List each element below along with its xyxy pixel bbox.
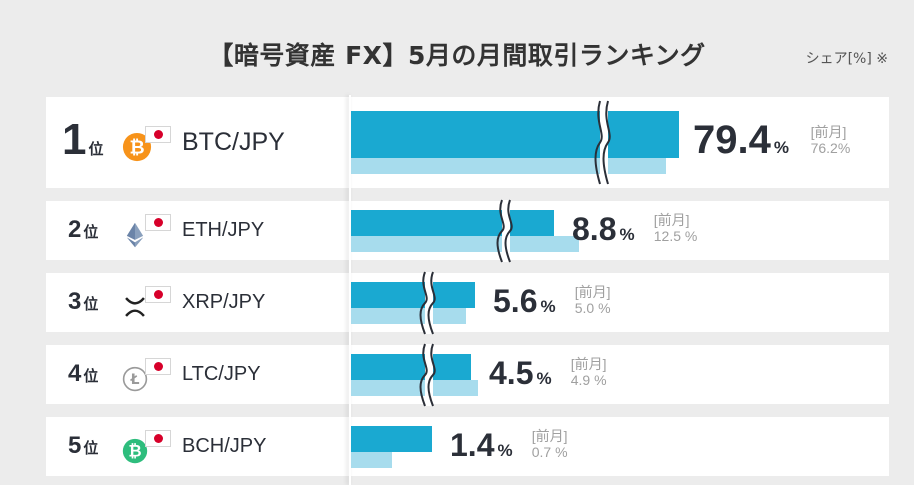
rank-number: 3 — [68, 287, 82, 315]
value-percent: % — [773, 137, 789, 157]
previous-month-label: [前月] 0.7 % — [532, 428, 568, 460]
value-label: 5.6% — [493, 283, 556, 320]
rank-suffix: 位 — [83, 438, 99, 457]
previous-month-heading: [前月] — [570, 355, 607, 372]
rank-number: 1 — [62, 115, 87, 165]
pair-name: BCH/JPY — [182, 434, 267, 457]
litecoin-icon: Ł — [122, 366, 148, 391]
value-number: 79.4 — [693, 117, 771, 162]
previous-month-heading: [前月] — [810, 123, 847, 140]
value-number: 5.6 — [493, 282, 538, 319]
bar-current-month — [351, 111, 679, 158]
unit-note: シェア[%] ※ — [805, 51, 888, 67]
pair-name: XRP/JPY — [182, 290, 266, 313]
coin-wrapper: Ł — [122, 366, 148, 396]
value-number: 8.8 — [572, 210, 617, 247]
rank-number: 2 — [68, 215, 82, 243]
bar-previous-month — [351, 452, 392, 468]
ethereum-icon — [126, 222, 144, 247]
coin-wrapper: ₿ — [122, 132, 152, 166]
bar-previous-month — [351, 158, 666, 174]
coin-wrapper — [122, 294, 148, 324]
rank-suffix: 位 — [83, 366, 99, 385]
japan-flag-icon — [145, 213, 171, 231]
value-label: 79.4% — [693, 118, 789, 163]
axis-divider — [349, 95, 351, 485]
bar-previous-month — [351, 236, 579, 252]
value-number: 4.5 — [489, 354, 534, 391]
value-percent: % — [497, 440, 513, 460]
coin-wrapper: ₿ — [122, 438, 148, 468]
chart-title: 【暗号資産 FX】5月の月間取引ランキング — [208, 41, 706, 70]
svg-text:₿: ₿ — [128, 441, 141, 460]
japan-flag-icon — [145, 429, 171, 447]
previous-month-label: [前月] 5.0 % — [575, 284, 611, 316]
bar-previous-month — [351, 308, 466, 324]
xrp-icon — [125, 296, 145, 317]
previous-month-value: 4.9 % — [570, 371, 607, 388]
previous-month-heading: [前月] — [574, 283, 611, 300]
axis-break-mark — [496, 199, 513, 263]
value-label: 8.8% — [572, 211, 635, 248]
previous-month-value: 12.5 % — [653, 227, 698, 244]
svg-text:₿: ₿ — [129, 137, 144, 158]
rank-suffix: 位 — [83, 294, 99, 313]
bitcoin-cash-icon: ₿ — [122, 438, 148, 463]
previous-month-label: [前月] 76.2% — [811, 124, 851, 156]
bar-current-month — [351, 210, 554, 236]
pair-name: ETH/JPY — [182, 218, 265, 241]
rank-number: 4 — [68, 359, 82, 387]
ranking-row — [46, 417, 889, 476]
previous-month-label: [前月] 4.9 % — [571, 356, 607, 388]
svg-text:Ł: Ł — [130, 371, 140, 387]
previous-month-label: [前月] 12.5 % — [654, 212, 698, 244]
bar-current-month — [351, 354, 471, 380]
japan-flag-icon — [145, 125, 171, 143]
previous-month-heading: [前月] — [653, 211, 690, 228]
value-percent: % — [540, 296, 556, 316]
rank-number: 5 — [68, 431, 82, 459]
coin-wrapper — [122, 222, 148, 252]
previous-month-heading: [前月] — [531, 427, 568, 444]
pair-name: LTC/JPY — [182, 362, 261, 385]
rank-suffix: 位 — [88, 140, 104, 159]
bar-current-month — [351, 426, 432, 452]
axis-break-mark — [594, 100, 611, 185]
value-label: 1.4% — [450, 427, 513, 464]
bar-previous-month — [351, 380, 478, 396]
japan-flag-icon — [145, 285, 171, 303]
previous-month-value: 76.2% — [810, 139, 851, 156]
japan-flag-icon — [145, 357, 171, 375]
previous-month-value: 5.0 % — [574, 299, 611, 316]
pair-name: BTC/JPY — [182, 127, 285, 156]
value-percent: % — [619, 224, 635, 244]
value-percent: % — [536, 368, 552, 388]
previous-month-value: 0.7 % — [531, 443, 568, 460]
bitcoin-icon: ₿ — [122, 132, 152, 161]
axis-break-mark — [419, 343, 436, 407]
axis-break-mark — [419, 271, 436, 335]
rank-suffix: 位 — [83, 222, 99, 241]
bar-current-month — [351, 282, 475, 308]
value-number: 1.4 — [450, 426, 495, 463]
value-label: 4.5% — [489, 355, 552, 392]
